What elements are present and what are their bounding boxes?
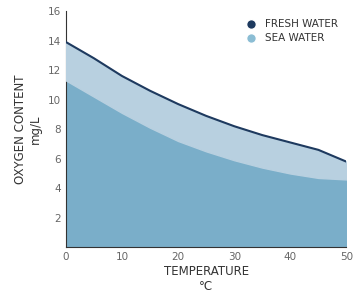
Legend: FRESH WATER, SEA WATER: FRESH WATER, SEA WATER bbox=[237, 16, 341, 46]
Y-axis label: OXYGEN CONTENT
mg/L: OXYGEN CONTENT mg/L bbox=[14, 74, 42, 184]
X-axis label: TEMPERATURE
°C: TEMPERATURE °C bbox=[163, 265, 249, 293]
